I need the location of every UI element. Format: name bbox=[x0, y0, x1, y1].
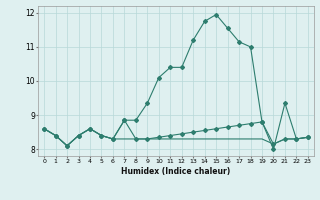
X-axis label: Humidex (Indice chaleur): Humidex (Indice chaleur) bbox=[121, 167, 231, 176]
